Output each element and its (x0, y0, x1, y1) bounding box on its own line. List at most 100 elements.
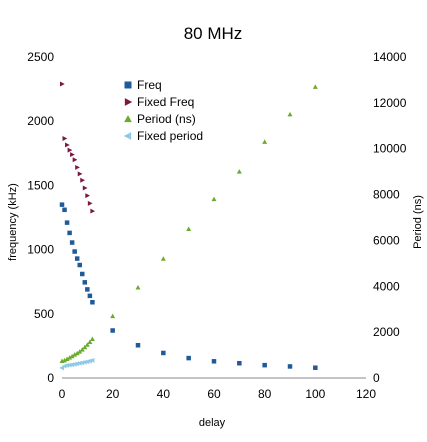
data-point (74, 256, 80, 261)
data-point (72, 352, 78, 357)
legend-marker (124, 98, 133, 106)
legend-item: Fixed period (123, 129, 203, 143)
y2-tick-label: 0 (373, 371, 380, 385)
y2-tick-labels: 0 2000 4000 6000 8000 10000 12000 14000 (373, 50, 407, 385)
data-point (62, 357, 68, 363)
data-point (62, 136, 68, 142)
y-tick-labels: 0 500 1000 1500 2000 2500 (27, 50, 54, 385)
series-fixed-freq (59, 81, 96, 214)
y-tick-label: 2500 (27, 50, 54, 64)
data-point (75, 164, 80, 170)
y2-axis-label: Period (ns) (412, 195, 424, 249)
legend: Freq Fixed Freq Period (ns) Fixed period (123, 78, 203, 143)
series-freq (59, 202, 318, 370)
legend-item: Period (ns) (124, 112, 196, 126)
data-point (72, 249, 77, 254)
data-point (77, 262, 82, 268)
data-point (87, 293, 93, 299)
y-axis-label: frequency (kHz) (7, 183, 19, 261)
data-point (87, 339, 93, 345)
data-point (72, 157, 78, 163)
data-point (135, 343, 141, 348)
data-point (287, 364, 293, 369)
y-tick-label: 500 (34, 307, 54, 321)
data-point (77, 349, 83, 354)
y2-tick-label: 12000 (373, 96, 407, 110)
data-point (160, 256, 166, 261)
legend-item: Freq (124, 78, 162, 92)
data-point (67, 147, 73, 153)
data-point (67, 230, 72, 236)
data-point (211, 359, 217, 364)
legend-label: Fixed Freq (137, 95, 194, 109)
data-point (85, 193, 91, 199)
x-tick-label: 60 (207, 387, 221, 401)
data-point (69, 240, 75, 245)
data-point (69, 362, 75, 368)
data-point (64, 220, 70, 225)
data-point (236, 169, 242, 174)
legend-marker (123, 132, 132, 140)
legend-item: Fixed Freq (124, 95, 194, 109)
data-point (71, 361, 77, 367)
y-tick-label: 1000 (27, 243, 54, 257)
data-point (79, 347, 85, 352)
data-point (67, 355, 73, 360)
data-point (84, 342, 90, 347)
data-point (262, 362, 267, 368)
data-marks (59, 81, 318, 371)
data-point (313, 365, 318, 370)
data-point (262, 139, 268, 144)
data-point (82, 359, 87, 365)
data-point (74, 361, 80, 367)
data-point (287, 111, 293, 117)
x-tick-labels: 0 20 40 60 80 100 120 (59, 387, 377, 401)
data-point (79, 360, 85, 366)
data-point (66, 362, 72, 368)
y2-tick-label: 4000 (373, 279, 400, 293)
data-point (64, 356, 70, 361)
data-point (110, 313, 116, 319)
data-point (110, 328, 115, 333)
data-point (82, 185, 88, 191)
data-point (59, 365, 65, 371)
data-point (61, 363, 67, 369)
x-tick-label: 80 (258, 387, 272, 401)
x-tick-label: 120 (356, 387, 376, 401)
y2-tick-label: 8000 (373, 188, 400, 202)
data-point (74, 350, 80, 356)
x-tick-label: 100 (305, 387, 325, 401)
data-point (89, 336, 95, 342)
y-tick-label: 2000 (27, 114, 54, 128)
data-point (135, 284, 141, 290)
y2-tick-label: 10000 (373, 142, 407, 156)
x-tick-label: 20 (106, 387, 120, 401)
x-axis-label: delay (199, 417, 226, 429)
data-point (80, 271, 85, 277)
y-tick-label: 0 (47, 371, 54, 385)
data-point (89, 357, 95, 363)
data-point (82, 344, 88, 350)
data-point (85, 287, 90, 292)
data-point (65, 142, 70, 148)
series-fixed-period (59, 357, 95, 371)
legend-label: Period (ns) (137, 112, 196, 126)
data-point (59, 202, 65, 207)
data-point (211, 196, 217, 202)
data-point (90, 208, 96, 214)
data-point (186, 226, 192, 231)
data-point (80, 177, 85, 183)
data-point (62, 207, 67, 213)
y2-tick-label: 6000 (373, 233, 400, 247)
data-point (237, 360, 242, 366)
legend-marker (124, 81, 132, 89)
legend-label: Fixed period (137, 129, 203, 143)
data-point (161, 350, 166, 356)
data-point (312, 84, 318, 89)
data-point (84, 359, 90, 365)
y2-tick-label: 14000 (373, 50, 407, 64)
data-point (186, 355, 191, 361)
x-tick-label: 40 (157, 387, 171, 401)
y2-tick-label: 2000 (373, 325, 400, 339)
